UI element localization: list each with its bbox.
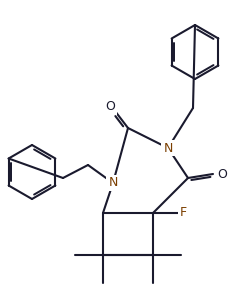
Text: F: F [179,206,186,219]
Text: O: O [217,168,227,181]
Text: O: O [105,101,115,114]
Text: N: N [108,176,118,189]
Text: N: N [163,142,173,155]
